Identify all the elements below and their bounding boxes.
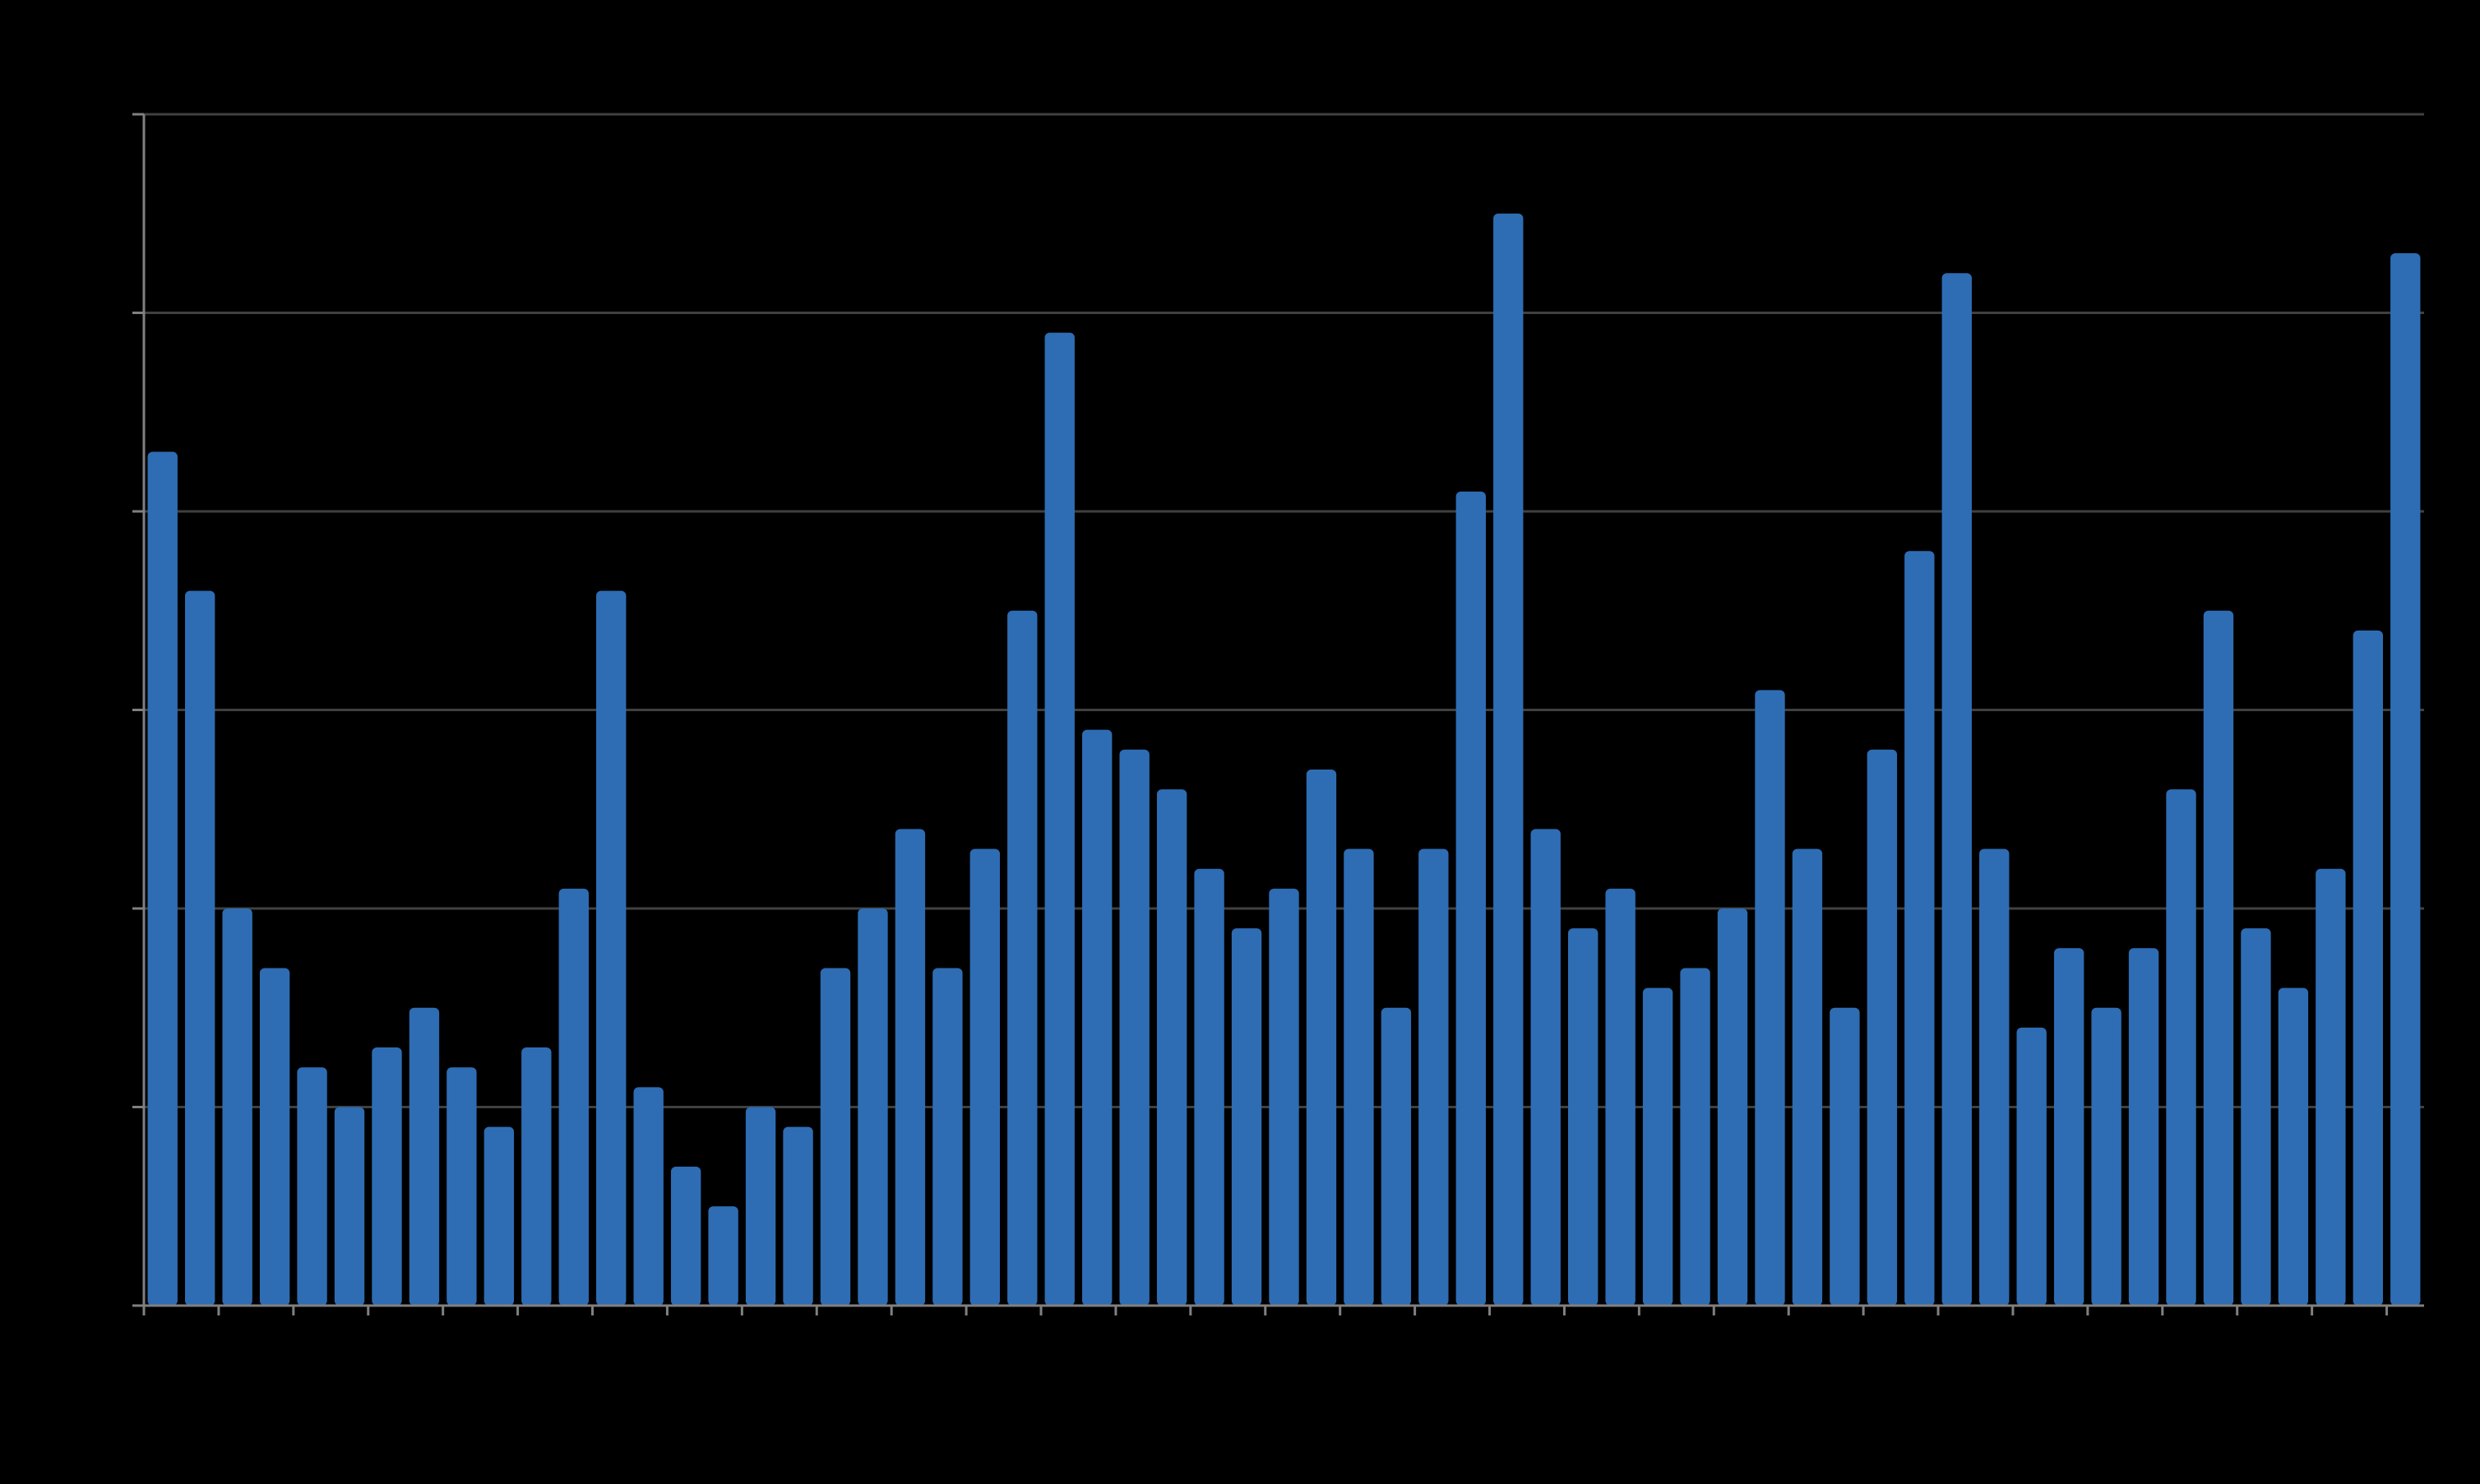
bar	[670, 1166, 701, 1306]
bar	[1867, 749, 1898, 1306]
bar	[2053, 948, 2084, 1306]
bar	[185, 590, 215, 1306]
bar	[745, 1107, 776, 1306]
bar	[1830, 1007, 1860, 1306]
bar	[147, 451, 178, 1306]
bar	[1194, 868, 1224, 1306]
bar	[1792, 848, 1823, 1306]
bar	[596, 590, 627, 1306]
bar	[1979, 848, 2010, 1306]
bar	[1418, 848, 1449, 1306]
bar	[409, 1007, 440, 1306]
bar	[1717, 908, 1748, 1306]
bar	[820, 968, 851, 1306]
bar-series	[147, 213, 2421, 1306]
bar	[1231, 928, 1262, 1306]
bar	[484, 1126, 515, 1306]
bar	[858, 908, 888, 1306]
bar	[446, 1067, 477, 1306]
bar	[2278, 987, 2309, 1306]
bar	[1344, 848, 1374, 1306]
bar	[1530, 829, 1561, 1306]
bar	[1605, 888, 1636, 1306]
bar	[558, 888, 589, 1306]
bar	[297, 1067, 327, 1306]
bar	[1156, 789, 1187, 1306]
bar	[932, 968, 963, 1306]
bar	[2353, 630, 2383, 1306]
bar	[2091, 1007, 2121, 1306]
bar	[521, 1047, 552, 1306]
bar	[1044, 332, 1075, 1306]
bar	[1904, 551, 1935, 1306]
bar	[1119, 749, 1150, 1306]
bar	[2316, 868, 2346, 1306]
bar	[2128, 948, 2159, 1306]
bar	[708, 1206, 738, 1306]
bar	[969, 848, 1001, 1306]
bar	[1381, 1007, 1412, 1306]
bar	[1642, 987, 1673, 1306]
bar	[1941, 273, 1972, 1306]
bar	[2016, 1027, 2047, 1306]
bar	[895, 829, 926, 1306]
bar	[222, 908, 252, 1306]
bar	[783, 1126, 813, 1306]
bar	[2203, 610, 2234, 1306]
bar	[259, 968, 290, 1306]
bar	[1306, 769, 1337, 1306]
bar	[1082, 729, 1113, 1306]
bar	[2241, 928, 2271, 1306]
bar	[1567, 928, 1599, 1306]
bar	[1680, 968, 1710, 1306]
bar	[1007, 610, 1038, 1306]
bar	[2390, 253, 2421, 1306]
bar	[2166, 789, 2196, 1306]
bar	[372, 1047, 402, 1306]
bar	[1755, 690, 1785, 1306]
bar	[1493, 213, 1524, 1306]
axes	[132, 113, 2424, 1315]
bar	[1269, 888, 1299, 1306]
bar	[633, 1087, 664, 1306]
bar	[1455, 491, 1486, 1306]
bar	[334, 1107, 365, 1306]
